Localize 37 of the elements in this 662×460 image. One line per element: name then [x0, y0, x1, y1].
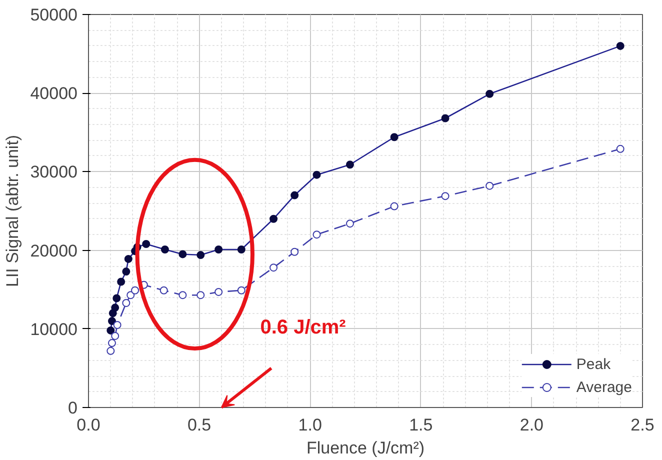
point: [237, 286, 246, 294]
x-tick-label: 1.0: [298, 416, 322, 434]
point: [390, 202, 398, 210]
legend-label: Average: [576, 378, 632, 396]
point: [160, 286, 168, 294]
point: [113, 320, 122, 329]
x-tick-label: 0.5: [187, 416, 212, 434]
point: [196, 291, 205, 300]
y-tick-label: 10000: [30, 320, 78, 339]
annotation: 0.6 J/cm²: [260, 316, 346, 339]
x-tick-label: 1.5: [409, 416, 433, 434]
x-axis-title: Fluence (J/cm²): [306, 438, 425, 458]
point: [131, 286, 140, 294]
point: [486, 182, 494, 190]
x-tick-label: 2.5: [630, 416, 654, 434]
point: [106, 346, 115, 355]
y-tick-label: 50000: [30, 6, 78, 24]
point: [214, 288, 223, 296]
point: [270, 264, 278, 272]
point: [108, 339, 116, 348]
point: [616, 144, 624, 153]
point: [178, 291, 187, 300]
y-tick-label: 20000: [30, 241, 78, 260]
point: [290, 248, 299, 256]
legend-label: Peak: [576, 356, 611, 372]
point: [441, 192, 450, 200]
y-tick-label: 0: [68, 398, 78, 418]
point: [122, 298, 130, 307]
y-tick-label: 40000: [30, 84, 78, 104]
point: [111, 332, 120, 340]
point: [346, 220, 354, 228]
y-tick-label: 30000: [30, 162, 78, 182]
point: [312, 230, 321, 239]
x-tick-label: 2.0: [520, 416, 544, 434]
x-tick-label: 0.0: [76, 416, 100, 434]
y-axis-title: LII Signal (abtr. unit): [3, 134, 22, 288]
point: [126, 291, 135, 300]
